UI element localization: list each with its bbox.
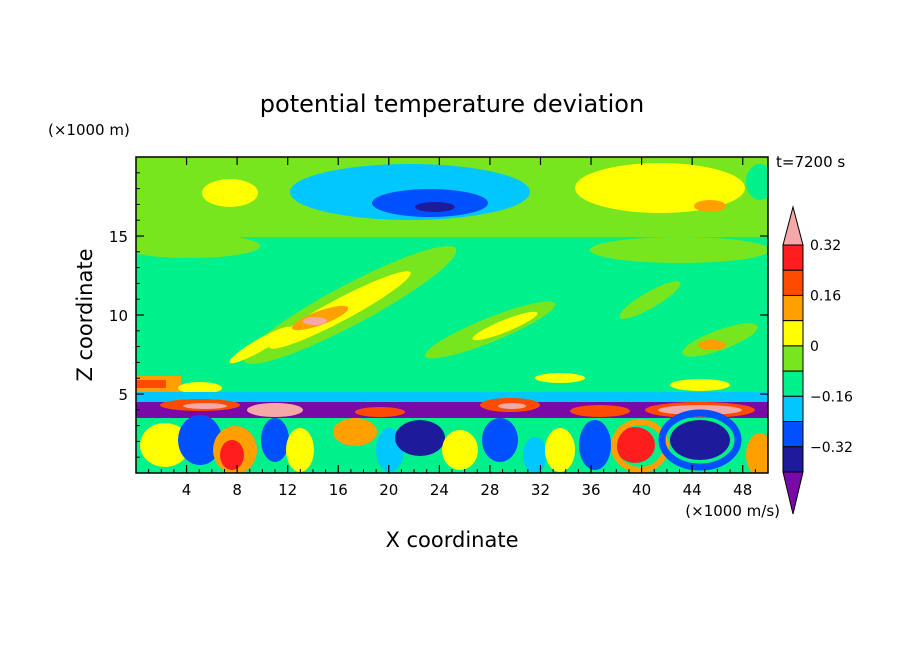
conv-red-1 [220, 440, 244, 470]
conv-blue-4 [482, 418, 518, 462]
conv-blue-6 [658, 409, 742, 471]
y-tick-label: 5 [118, 386, 128, 404]
x-axis-label: X coordinate [385, 528, 518, 552]
warm-anomaly-upper-right [575, 163, 745, 213]
colorbar-arrow-top [782, 205, 804, 246]
x-tick-label: 12 [278, 481, 297, 499]
x-tick-label: 32 [531, 481, 550, 499]
warm-anomaly-upper-left [202, 179, 258, 207]
x-tick-label: 20 [379, 481, 398, 499]
warm-streak-left-core [136, 380, 166, 388]
colorbar-box [782, 421, 804, 448]
x-tick-label: 8 [232, 481, 242, 499]
x-tick-label: 4 [182, 481, 192, 499]
x-tick-label: 24 [430, 481, 449, 499]
colorbar-box [782, 446, 804, 473]
colorbar-label: 0.16 [810, 288, 841, 304]
colorbar-box [782, 370, 804, 397]
colorbar-box [782, 395, 804, 423]
x-tick-label: 28 [480, 481, 499, 499]
colorbar-arrow-bottom [782, 471, 804, 515]
warm-band-3 [682, 323, 758, 357]
y-unit-label: (×1000 m) [48, 121, 130, 139]
colorbar-box [782, 294, 804, 322]
warm-band-4 [619, 281, 681, 319]
conv-blue-1 [178, 415, 222, 465]
inversion-warm-6 [355, 407, 405, 417]
x-tick-label: 36 [581, 481, 600, 499]
cold-patch-upper-right [746, 164, 768, 200]
cyan-band [136, 392, 768, 402]
conv-blue-5 [579, 420, 611, 470]
warm-streak-c [670, 379, 730, 391]
warm-band-5 [229, 326, 291, 364]
y-tick-label: 15 [109, 228, 128, 246]
y-axis-label: Z coordinate [73, 248, 97, 381]
x-unit-label: (×1000 m/s) [685, 502, 780, 520]
colorbar-label: −0.16 [810, 389, 853, 405]
warm-anomaly-upper-right-core [694, 200, 726, 212]
colorbar: 0.32 0.16 0 −0.16 −0.32 [782, 205, 853, 515]
x-tick-label: 44 [683, 481, 702, 499]
band-right [590, 237, 768, 263]
conv-orange-4 [746, 433, 768, 473]
warm-band-1-core [303, 317, 327, 325]
cold-anomaly-upper-center [415, 202, 455, 212]
conv-yellow-3 [442, 430, 478, 470]
colorbar-box [782, 345, 804, 372]
conv-blue-2 [261, 418, 289, 462]
colorbar-label: 0.32 [810, 238, 841, 254]
conv-blue-3 [395, 420, 445, 456]
y-axis: 5 10 15 [109, 172, 768, 458]
conv-yellow-4 [545, 428, 575, 472]
band-left [136, 234, 260, 258]
y-tick-label: 10 [109, 307, 128, 325]
colorbar-box [782, 320, 804, 347]
x-axis: 4 8 12 16 20 24 28 32 36 40 44 48 [148, 157, 756, 499]
time-label: t=7200 s [776, 153, 845, 171]
conv-red-2 [615, 427, 655, 463]
inversion-warm-2 [247, 403, 303, 417]
conv-navy-1 [670, 420, 730, 460]
plot-area [136, 157, 768, 473]
warm-band-3-core [698, 340, 726, 350]
x-tick-label: 40 [632, 481, 651, 499]
inversion-warm-1-core [183, 403, 227, 409]
colorbar-box [782, 244, 804, 271]
warm-streak-b [535, 373, 585, 383]
chart-title: potential temperature deviation [260, 90, 644, 118]
conv-yellow-2 [286, 428, 314, 472]
conv-cyan-2 [523, 437, 547, 473]
conv-orange-2 [333, 418, 377, 446]
colorbar-box [782, 269, 804, 296]
field-mid [136, 237, 768, 397]
inversion-warm-4 [570, 405, 630, 417]
colorbar-label: −0.32 [810, 440, 853, 456]
x-tick-label: 48 [733, 481, 752, 499]
warm-streak-a [178, 382, 222, 394]
warm-band-2-yellow [472, 311, 538, 341]
x-tick-label: 16 [329, 481, 348, 499]
inversion-warm-3-core [498, 403, 526, 409]
conv-yellow-1 [140, 423, 190, 467]
colorbar-label: 0 [810, 339, 819, 355]
